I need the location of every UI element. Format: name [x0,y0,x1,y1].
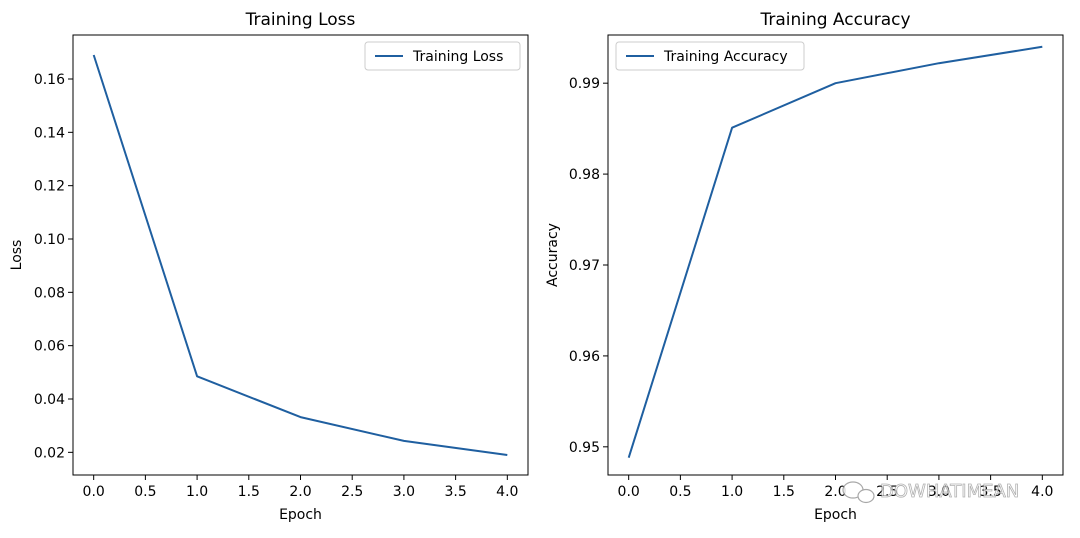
chart-2-y-tick-label: 0.95 [569,440,600,456]
chart-2-x-axis-label: Epoch [814,507,857,523]
chart-2-legend-label: Training Accuracy [663,49,788,65]
watermark: DOWHATIMEAN [842,481,1020,504]
chart-2-x-tick-label: 0.5 [669,484,691,500]
chart-2-legend-box [615,41,805,71]
chart-1-x-tick-label: 3.0 [393,484,415,500]
chart-2-x-tick-label: 0.0 [618,484,640,500]
chart-1: Training Loss 0.0 0.5 1.0 1.5 2.0 2.5 3.0 3.5 4.0… [9,10,529,523]
chart-2-title: Training Accuracy [759,10,910,30]
chart-1-x-tick-label: 2.0 [289,484,311,500]
chart-2-y-tick-label: 0.97 [569,258,600,274]
chart-1-y-tick-label: 0.14 [34,125,65,141]
chart-1-legend-label: Training Loss [412,49,503,65]
chart-1-y-tick-label: 0.04 [34,392,65,408]
chart-2-series-line [627,45,1043,458]
chart-2-x-tick-label: 4.0 [1031,484,1053,500]
chart-1-y-tick-label: 0.10 [34,232,65,248]
chart-2-x-tick-label: 1.5 [773,484,795,500]
chart-1-y-tick-label: 0.08 [34,285,65,301]
chart-2-legend: Training Accuracy [615,41,805,71]
chart-1-series-line [92,54,508,456]
chart-2-x-tick-label: 2.0 [824,484,846,500]
chart-2-y-tick-label: 0.96 [569,349,600,365]
chart-2-y-tick-label: 0.98 [569,167,600,183]
chart-2-x-tick-label: 3.0 [928,484,950,500]
chart-1-x-tick-label: 4.0 [496,484,518,500]
chart-2-y-tick-label: 0.99 [569,76,600,92]
chart-1-legend-box [364,41,521,71]
chart-2-plot-frame [607,34,1064,476]
chart-1-legend: Training Loss [364,41,521,71]
chart-2-y-axis-label: Accuracy [545,223,561,287]
chart-1-plot-frame [72,34,529,476]
chart-2: Training Accuracy 0.0 0.5 1.0 1.5 2.0 2.5 3.0 3.… [545,10,1064,523]
chart-1-x-axis-label: Epoch [279,507,322,523]
chart-1-x-tick-label: 2.5 [341,484,363,500]
chart-1-x-tick-label: 1.5 [238,484,260,500]
chart-1-x-tick-label: 3.5 [444,484,466,500]
chart-1-y-tick-label: 0.06 [34,339,65,355]
chart-1-x-tick-label: 1.0 [186,484,208,500]
chart-1-y-tick-label: 0.02 [34,445,65,461]
chat-bubble-icon-small [857,488,875,504]
chart-2-x-tick-label: 2.5 [876,484,898,500]
chart-2-x-tick-label: 1.0 [721,484,743,500]
chart-1-title: Training Loss [245,10,356,30]
chart-1-y-axis-label: Loss [9,240,25,271]
chart-1-x-tick-label: 0.5 [134,484,156,500]
chart-2-x-tick-label: 3.5 [979,484,1001,500]
watermark-text: DOWHATIMEAN [880,481,1019,502]
chart-1-x-tick-label: 0.0 [83,484,105,500]
chart-1-y-tick-label: 0.12 [34,179,65,195]
chart-1-y-tick-label: 0.16 [34,72,65,88]
